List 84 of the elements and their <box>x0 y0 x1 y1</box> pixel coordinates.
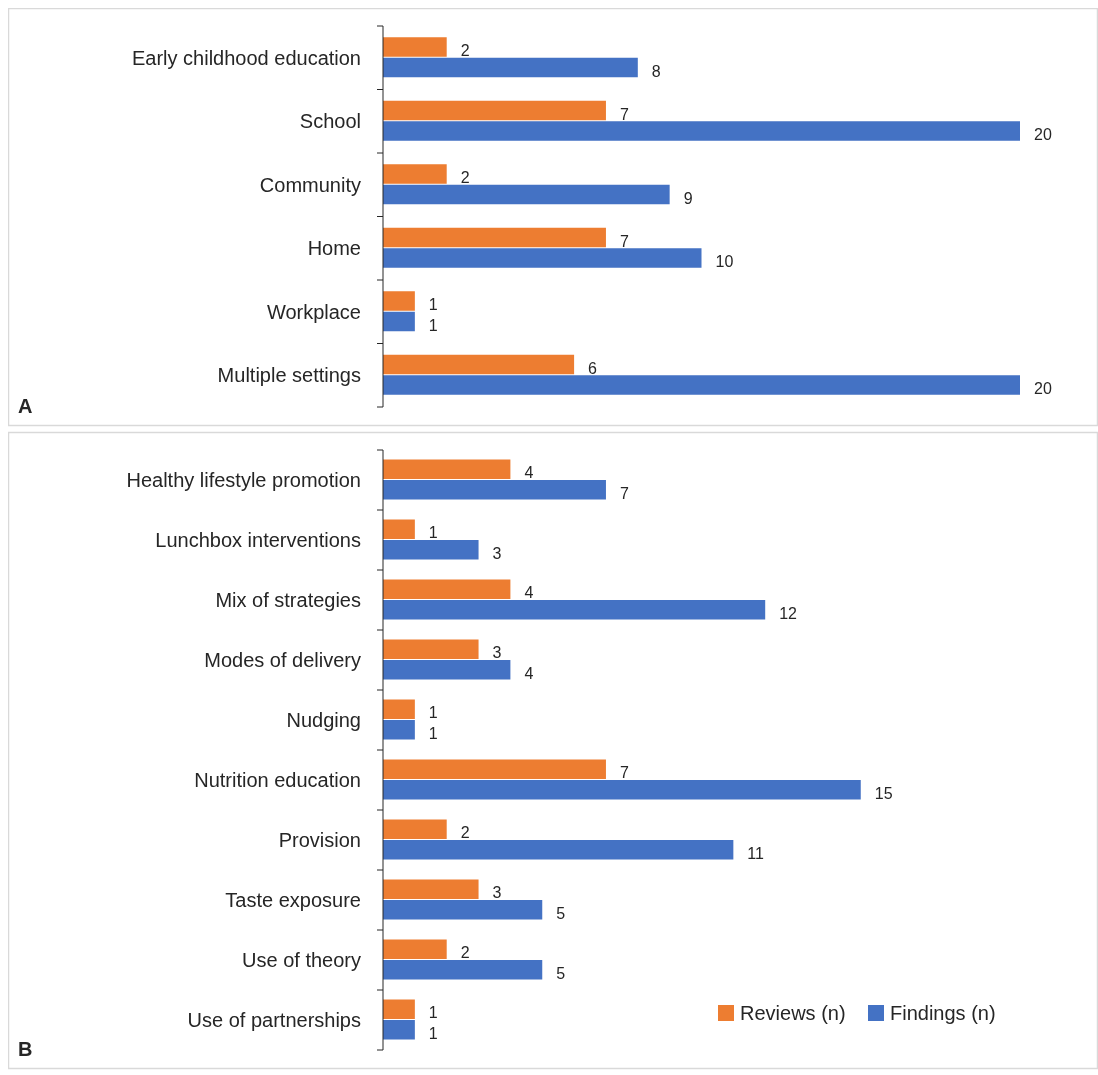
y-tick-label: Taste exposure <box>225 889 361 911</box>
y-tick-label: Nudging <box>286 709 361 731</box>
bar <box>383 939 447 959</box>
y-tick-label: Provision <box>278 829 361 851</box>
bar <box>383 480 606 500</box>
bar <box>383 184 670 205</box>
y-tick-label: Use of partnerships <box>187 1009 361 1031</box>
data-label: 4 <box>524 664 534 682</box>
bar <box>383 248 702 268</box>
y-tick-label: Multiple settings <box>217 364 361 387</box>
bar <box>383 519 415 539</box>
bar <box>383 121 1020 141</box>
bar <box>383 354 575 375</box>
data-label: 4 <box>524 464 534 482</box>
y-tick-label: Community <box>259 173 361 196</box>
y-tick-label: Use of theory <box>242 949 361 971</box>
data-label: 1 <box>428 296 438 314</box>
bar <box>383 879 479 899</box>
text: B <box>18 1038 33 1060</box>
data-label: 12 <box>779 604 798 622</box>
data-label: 1 <box>428 704 438 722</box>
bar <box>383 540 479 560</box>
y-tick-label: School <box>299 110 361 133</box>
text: A <box>18 395 33 417</box>
data-label: 20 <box>1034 380 1052 398</box>
bar <box>383 840 734 860</box>
y-tick-label: Mix of strategies <box>215 589 361 611</box>
data-label: 8 <box>651 62 661 80</box>
data-label: 5 <box>556 904 566 922</box>
data-label: 1 <box>428 1004 438 1022</box>
bar <box>383 600 766 620</box>
data-label: 2 <box>460 42 470 60</box>
data-label: 7 <box>619 764 629 782</box>
data-label: 20 <box>1034 126 1052 144</box>
bar <box>383 164 447 184</box>
data-label: 3 <box>492 644 502 662</box>
data-label: 6 <box>588 359 598 377</box>
legend-label: Findings (n) <box>890 1002 996 1024</box>
data-label: 7 <box>619 484 629 502</box>
bar <box>383 311 415 332</box>
y-tick-label: Early childhood education <box>131 46 361 69</box>
bar <box>383 375 1020 395</box>
y-tick-label: Workplace <box>266 300 361 323</box>
bar <box>383 780 861 800</box>
y-tick-label: Healthy lifestyle promotion <box>126 469 361 491</box>
data-label: 4 <box>524 584 534 602</box>
bar <box>383 227 606 248</box>
data-label: 3 <box>492 544 502 562</box>
bar <box>383 999 415 1019</box>
bar <box>383 720 415 740</box>
legend-label: Reviews (n) <box>740 1002 846 1024</box>
data-label: 2 <box>460 169 470 187</box>
data-label: 1 <box>428 524 438 542</box>
bar <box>383 459 511 479</box>
bar <box>383 1020 415 1040</box>
data-label: 2 <box>460 824 470 842</box>
y-tick-label: Home <box>307 237 361 260</box>
y-tick-label: Modes of delivery <box>204 649 361 671</box>
bar <box>383 100 606 121</box>
data-label: 1 <box>428 724 438 742</box>
bar <box>383 660 511 680</box>
bar <box>383 699 415 719</box>
bar <box>383 291 415 311</box>
bar <box>383 639 479 659</box>
data-label: 1 <box>428 1024 438 1042</box>
y-tick-label: Lunchbox interventions <box>155 529 361 551</box>
bar <box>383 960 543 980</box>
data-label: 10 <box>715 253 734 271</box>
bar <box>383 37 447 57</box>
bar <box>383 759 606 779</box>
bar <box>383 57 638 78</box>
data-label: 11 <box>747 844 765 862</box>
bar <box>383 579 511 599</box>
data-label: 1 <box>428 316 438 334</box>
y-tick-label: Nutrition education <box>194 769 361 791</box>
bar <box>383 819 447 839</box>
data-label: 5 <box>556 964 566 982</box>
bar <box>383 900 543 920</box>
data-label: 7 <box>619 232 629 250</box>
data-label: 7 <box>619 105 629 123</box>
data-label: 9 <box>683 189 693 207</box>
data-label: 15 <box>874 784 893 802</box>
data-label: 2 <box>460 944 470 962</box>
data-label: 3 <box>492 884 502 902</box>
